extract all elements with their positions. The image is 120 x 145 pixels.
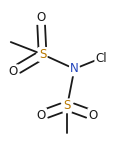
Text: O: O (88, 109, 98, 122)
Text: O: O (37, 109, 46, 122)
Text: O: O (36, 11, 45, 24)
Text: S: S (39, 48, 46, 61)
Text: N: N (70, 62, 79, 75)
Text: Cl: Cl (96, 51, 107, 65)
Text: O: O (9, 65, 18, 78)
Text: S: S (63, 99, 71, 112)
